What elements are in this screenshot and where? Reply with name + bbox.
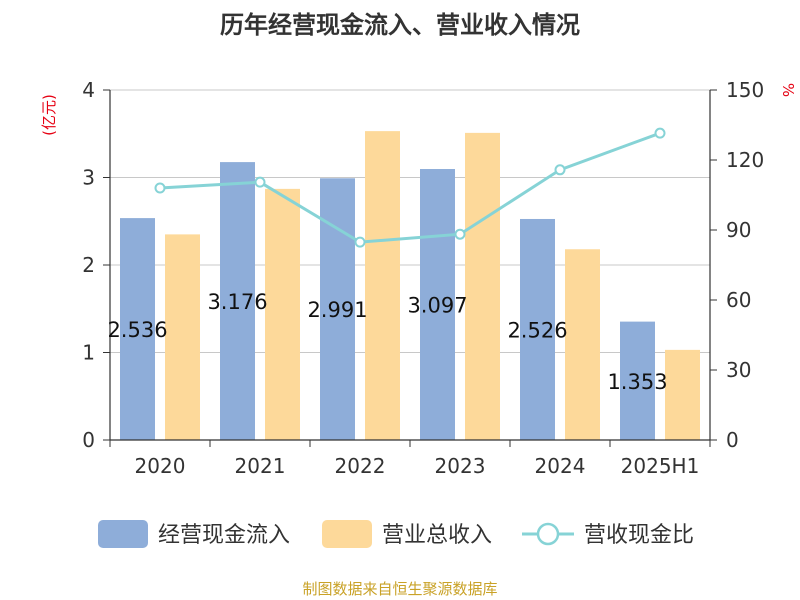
bar-1-2022 [365, 131, 400, 440]
bar-0-2021 [220, 162, 255, 440]
bar-1-2021 [265, 188, 300, 440]
y-right-tick-label-5: 150 [726, 78, 764, 102]
data-label-2024: 2.526 [507, 318, 567, 342]
y-axis-left-unit: (亿元) [40, 94, 58, 136]
data-label-2022: 2.991 [307, 298, 367, 322]
data-labels: 2.536 3.176 2.991 3.097 2.526 1.353 [107, 290, 667, 394]
legend-label-revenue: 营业总收入 [382, 523, 492, 548]
x-tick-label-2023: 2023 [435, 454, 486, 478]
y-left-tick-label-4: 4 [82, 78, 95, 102]
data-label-2021: 3.176 [207, 290, 267, 314]
legend-item-cash-inflow[interactable]: 经营现金流入 [98, 520, 290, 548]
bar-1-2023 [465, 132, 500, 440]
source-note: 制图数据来自恒生聚源数据库 [302, 580, 497, 598]
x-tick-label-2025H1: 2025H1 [621, 454, 700, 478]
legend-swatch-cash-inflow [98, 520, 148, 548]
y-right-tick-label-0: 0 [726, 428, 739, 452]
line-point-2022 [354, 236, 366, 248]
y-right-tick-label-3: 90 [726, 218, 751, 242]
bar-0-2025H1 [620, 321, 655, 440]
x-tick-label-2022: 2022 [335, 454, 386, 478]
grid-lines [110, 89, 710, 353]
ratio-line-series [154, 127, 666, 248]
y-axis-left-ticks: 0 1 2 3 4 [82, 78, 110, 452]
y-right-tick-label-4: 120 [726, 148, 764, 172]
line-point-2020 [154, 182, 166, 194]
legend-swatch-revenue [322, 520, 372, 548]
y-axis-right-unit: % [779, 83, 797, 97]
legend-marker-ratio [536, 522, 560, 546]
y-axis-right-ticks: 0 30 60 90 120 150 [710, 78, 764, 452]
legend-label-cash-inflow: 经营现金流入 [158, 523, 290, 548]
line-point-2021 [254, 176, 266, 188]
y-right-tick-label-2: 60 [726, 288, 751, 312]
legend: 经营现金流入 营业总收入 营收现金比 [98, 520, 694, 548]
legend-item-revenue[interactable]: 营业总收入 [322, 520, 492, 548]
y-right-tick-label-1: 30 [726, 358, 751, 382]
line-point-2023 [454, 228, 466, 240]
line-point-2025H1 [654, 127, 666, 139]
bar-0-2024 [520, 218, 555, 440]
x-axis-ticks: 2020 2021 2022 2023 2024 2025H1 [109, 440, 711, 478]
legend-item-ratio[interactable]: 营收现金比 [522, 522, 694, 548]
x-tick-label-2021: 2021 [235, 454, 286, 478]
data-label-2020: 2.536 [107, 318, 167, 342]
x-tick-label-2024: 2024 [535, 454, 586, 478]
data-label-2023: 3.097 [407, 294, 467, 318]
data-label-2025H1: 1.353 [607, 370, 667, 394]
y-left-tick-label-1: 1 [82, 341, 95, 365]
y-left-tick-label-3: 3 [82, 166, 95, 190]
bar-0-2020 [120, 218, 155, 440]
line-point-2024 [554, 164, 566, 176]
line-2 [159, 131, 661, 244]
x-tick-label-2020: 2020 [135, 454, 186, 478]
bar-1-2020 [165, 234, 200, 440]
bar-1-2025H1 [665, 349, 700, 440]
bar-1-2024 [565, 249, 600, 440]
chart-title: 历年经营现金流入、营业收入情况 [220, 11, 580, 39]
bar-group [120, 131, 700, 440]
y-left-tick-label-0: 0 [82, 428, 95, 452]
y-left-tick-label-2: 2 [82, 253, 95, 277]
legend-label-ratio: 营收现金比 [584, 523, 694, 548]
bar-0-2023 [420, 169, 455, 440]
